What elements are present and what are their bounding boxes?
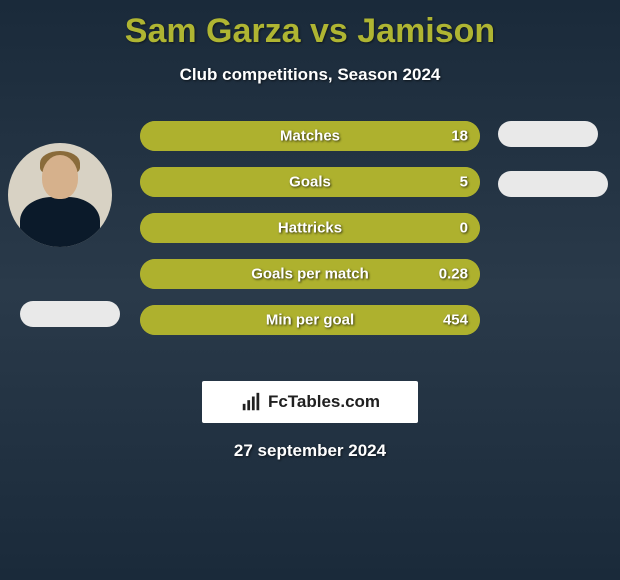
stat-row-min-per-goal: Min per goal 454 [140,305,480,335]
player1-avatar [8,143,112,247]
player1-name-pill [20,301,120,327]
competition-subtitle: Club competitions, Season 2024 [0,65,620,85]
source-badge-text: FcTables.com [268,392,380,412]
stat-value: 454 [443,312,468,329]
stat-value: 0 [460,220,468,237]
stat-value: 0.28 [439,266,468,283]
stat-row-goals: Goals 5 [140,167,480,197]
stat-value: 18 [451,128,468,145]
stat-label: Min per goal [266,312,354,329]
comparison-content: Matches 18 Goals 5 Hattricks 0 Goals per… [0,121,620,381]
stat-row-hattricks: Hattricks 0 [140,213,480,243]
source-badge[interactable]: FcTables.com [202,381,418,423]
page-title: Sam Garza vs Jamison [0,0,620,51]
date-text: 27 september 2024 [0,441,620,461]
stat-row-matches: Matches 18 [140,121,480,151]
stat-row-goals-per-match: Goals per match 0.28 [140,259,480,289]
stat-bars: Matches 18 Goals 5 Hattricks 0 Goals per… [140,121,480,351]
stat-label: Goals [289,174,331,191]
stat-value: 5 [460,174,468,191]
stat-label: Matches [280,128,340,145]
chart-icon [240,391,262,413]
stat-label: Hattricks [278,220,342,237]
player2-pill-2 [498,171,608,197]
player2-pill-1 [498,121,598,147]
stat-label: Goals per match [251,266,369,283]
